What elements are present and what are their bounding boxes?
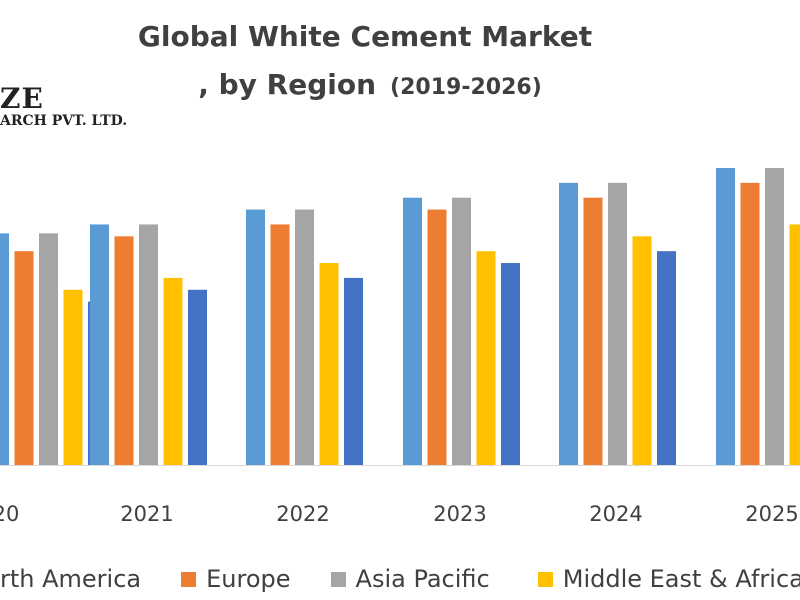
bar-2023-2	[452, 197, 471, 465]
bar-2021-3	[163, 277, 183, 465]
bar-20-2	[39, 233, 58, 465]
x-tick-label: 2021	[120, 502, 173, 526]
bar-20-3	[63, 289, 83, 465]
legend-swatch	[330, 571, 346, 587]
bar-2021-0	[90, 224, 109, 465]
x-tick-label: 2025	[745, 502, 798, 526]
bar-2021-2	[139, 224, 158, 465]
bar-2025-1	[740, 182, 760, 465]
bar-2023-4	[501, 263, 520, 465]
bar-2024-1	[583, 197, 603, 465]
chart-title-line2: , by Region (2019-2026)	[0, 68, 740, 101]
bar-2021-4	[188, 289, 207, 465]
bar-2025-0	[716, 168, 735, 465]
legend-item: Asia Pacific	[330, 565, 490, 593]
legend-swatch	[181, 571, 197, 587]
bar-2021-1	[114, 236, 134, 465]
bar-2022-1	[270, 224, 290, 465]
bar-2022-0	[246, 209, 265, 465]
legend-item: rth America	[0, 565, 141, 593]
legend-label: Middle East & Africa	[562, 565, 800, 593]
bar-2024-0	[559, 182, 578, 465]
bar-2023-1	[427, 209, 447, 465]
bar-20-1	[14, 251, 34, 465]
legend-swatch	[537, 571, 553, 587]
bar-2022-4	[344, 277, 363, 465]
x-tick-label: 20	[0, 502, 19, 526]
bar-2023-0	[403, 197, 422, 465]
x-tick-label: 2023	[433, 502, 486, 526]
chart-legend: rth America Europe Asia Pacific Middle East…	[0, 562, 800, 596]
chart-title: Global White Cement Market	[137, 20, 593, 53]
logo-text: ZE	[0, 82, 44, 115]
x-tick-label: 2024	[589, 502, 642, 526]
legend-item: Middle East & Africa	[537, 565, 800, 593]
bar-2025-2	[765, 168, 784, 465]
legend-label: Asia Pacific	[355, 565, 490, 593]
legend-item: Europe	[181, 565, 291, 593]
bar-2024-4	[657, 251, 676, 465]
x-tick-label: 2022	[276, 502, 329, 526]
chart-title-years: (2019-2026)	[390, 75, 542, 100]
bar-2023-3	[476, 251, 496, 465]
chart-title-region: , by Region	[198, 68, 377, 101]
bar-2025-3	[789, 224, 800, 465]
bar-2022-3	[319, 263, 339, 465]
legend-label: Europe	[206, 565, 291, 593]
legend-label: rth America	[0, 565, 142, 593]
bar-20-0	[0, 233, 9, 465]
bar-2022-2	[295, 209, 314, 465]
bar-2024-2	[608, 182, 627, 465]
bar-2024-3	[632, 236, 652, 465]
logo-subtext: ARCH PVT. LTD.	[0, 113, 128, 129]
